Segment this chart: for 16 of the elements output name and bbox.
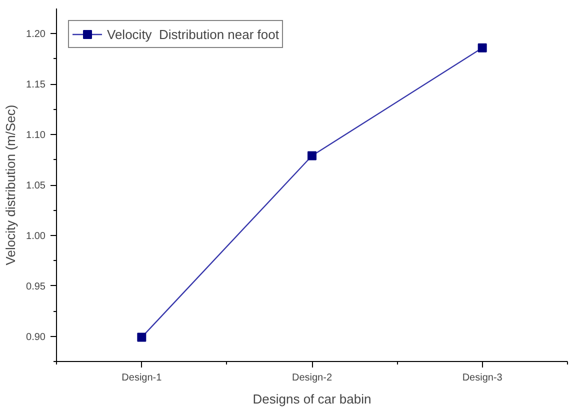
x-tick-label: Design-1: [122, 372, 162, 384]
x-tick-label: Design-3: [462, 372, 503, 384]
point: [137, 332, 146, 342]
y-tick-label: 1.20: [26, 29, 46, 40]
y-tick-label: 0.95: [26, 281, 46, 292]
y-tick-label: 1.00: [26, 230, 46, 242]
y-tick-label: 1.15: [26, 80, 46, 91]
y-axis-title: Velocity distribution (m/Sec): [3, 104, 18, 266]
y-tick-label: 0.90: [26, 332, 46, 343]
point: [308, 151, 316, 160]
x-tick-label: Design-2: [292, 372, 332, 384]
point: [478, 43, 487, 52]
legend-label: Velocity Distribution near foot: [107, 26, 279, 42]
x-axis-title: Designs of car babin: [252, 392, 372, 406]
y-tick-label: 1.05: [26, 180, 46, 192]
y-tick-label: 1.10: [26, 130, 46, 142]
